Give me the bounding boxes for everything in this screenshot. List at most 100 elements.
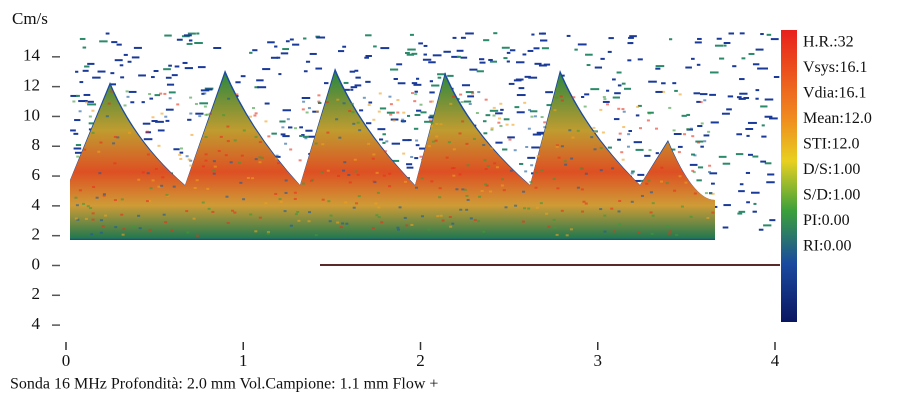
- spectrum-speck: [125, 90, 129, 93]
- spectrum-speck: [347, 173, 351, 176]
- spectrum-speck: [222, 114, 226, 117]
- spectrum-speck: [576, 186, 580, 189]
- noise-speck: [73, 147, 82, 150]
- spectrum-speck: [286, 118, 290, 121]
- spectrum-speck: [452, 148, 456, 151]
- spectrum-speck: [665, 182, 669, 185]
- x-tick-label: 3: [594, 351, 603, 370]
- noise-speck: [183, 34, 192, 37]
- spectrum-speck: [618, 199, 622, 202]
- noise-speck: [727, 95, 734, 98]
- noise-speck: [672, 82, 677, 85]
- spectrum-speck: [293, 191, 297, 194]
- spectrum-speck: [383, 150, 387, 153]
- spectrum-speck: [388, 185, 392, 188]
- spectrum-speck: [193, 187, 197, 190]
- noise-speck: [476, 70, 484, 73]
- spectrum-speck: [691, 169, 695, 172]
- noise-speck: [414, 157, 419, 160]
- spectrum-speck: [321, 143, 325, 146]
- spectrum-speck: [529, 180, 533, 183]
- spectrum-speck: [160, 112, 164, 115]
- spectrum-speck: [99, 219, 103, 222]
- noise-speck: [428, 116, 435, 119]
- noise-speck: [171, 74, 178, 77]
- noise-speck: [173, 148, 180, 151]
- spectrum-speck: [465, 194, 469, 197]
- noise-speck: [456, 55, 461, 58]
- spectrum-speck: [485, 184, 489, 187]
- spectrum-speck: [293, 197, 297, 200]
- noise-speck: [377, 128, 386, 131]
- spectrum-speck: [102, 194, 106, 197]
- noise-speck: [267, 41, 275, 44]
- footer: Sonda 16 MHz Profondità: 2.0 mm Vol.Camp…: [10, 376, 438, 393]
- x-tick-label: 4: [771, 351, 780, 370]
- spectrum-speck: [260, 156, 264, 159]
- spectrum-speck: [91, 212, 95, 215]
- noise-speck: [127, 60, 132, 63]
- noise-speck: [416, 109, 422, 112]
- noise-speck: [761, 135, 767, 138]
- y-tick-label: 0: [32, 254, 41, 273]
- noise-speck: [741, 57, 746, 60]
- spectrum-speck: [435, 122, 439, 125]
- spectrum-speck: [105, 115, 109, 118]
- noise-speck: [338, 50, 345, 53]
- noise-speck: [364, 56, 369, 59]
- spectrum-speck: [242, 198, 246, 201]
- spectrum-speck: [492, 114, 496, 117]
- noise-speck: [506, 60, 510, 63]
- spectrum-speck: [315, 110, 319, 113]
- spectrum-speck: [344, 201, 348, 204]
- spectrum-speck: [95, 196, 99, 199]
- spectrum-speck: [326, 169, 330, 172]
- noise-speck: [529, 110, 538, 113]
- noise-speck: [149, 97, 154, 100]
- spectrum-speck: [377, 110, 381, 113]
- noise-speck: [607, 50, 612, 53]
- noise-speck: [723, 204, 731, 207]
- noise-speck: [257, 86, 267, 89]
- noise-speck: [355, 76, 361, 79]
- noise-speck: [577, 43, 587, 46]
- spectrum-speck: [645, 182, 649, 185]
- spectrum-speck: [436, 215, 440, 218]
- noise-speck: [151, 76, 155, 79]
- noise-speck: [627, 59, 632, 62]
- spectrum-speck: [649, 211, 653, 214]
- spectrum-speck: [92, 185, 96, 188]
- spectrum-speck: [74, 217, 78, 220]
- noise-speck: [456, 49, 464, 52]
- spectrum-speck: [201, 201, 205, 204]
- spectrum-speck: [540, 116, 544, 119]
- spectrum-speck: [660, 166, 664, 169]
- spectrum-speck: [163, 92, 167, 95]
- noise-speck: [637, 58, 643, 61]
- spectrum-speck: [442, 224, 446, 227]
- noise-speck: [739, 32, 745, 35]
- spectrum-speck: [284, 179, 288, 182]
- noise-speck: [493, 32, 498, 35]
- noise-speck: [607, 146, 612, 149]
- spectrum-speck: [466, 198, 470, 201]
- measurement: Vdia:16.1: [803, 85, 867, 102]
- noise-speck: [264, 102, 270, 105]
- noise-speck: [460, 36, 466, 39]
- spectrum-speck: [543, 121, 547, 124]
- spectrum-speck: [484, 183, 488, 186]
- spectrum-speck: [317, 94, 321, 97]
- spectrum-speck: [602, 96, 606, 99]
- spectrum-speck: [610, 207, 614, 210]
- spectrum-speck: [128, 131, 132, 134]
- noise-speck: [413, 83, 422, 86]
- noise-speck: [429, 91, 435, 94]
- noise-speck: [655, 90, 663, 93]
- spectrum-speck: [189, 96, 193, 99]
- spectrum-speck: [376, 191, 380, 194]
- noise-speck: [235, 81, 241, 84]
- spectrum-speck: [618, 132, 622, 135]
- spectrum-speck: [410, 223, 414, 226]
- spectrum-speck: [350, 102, 354, 105]
